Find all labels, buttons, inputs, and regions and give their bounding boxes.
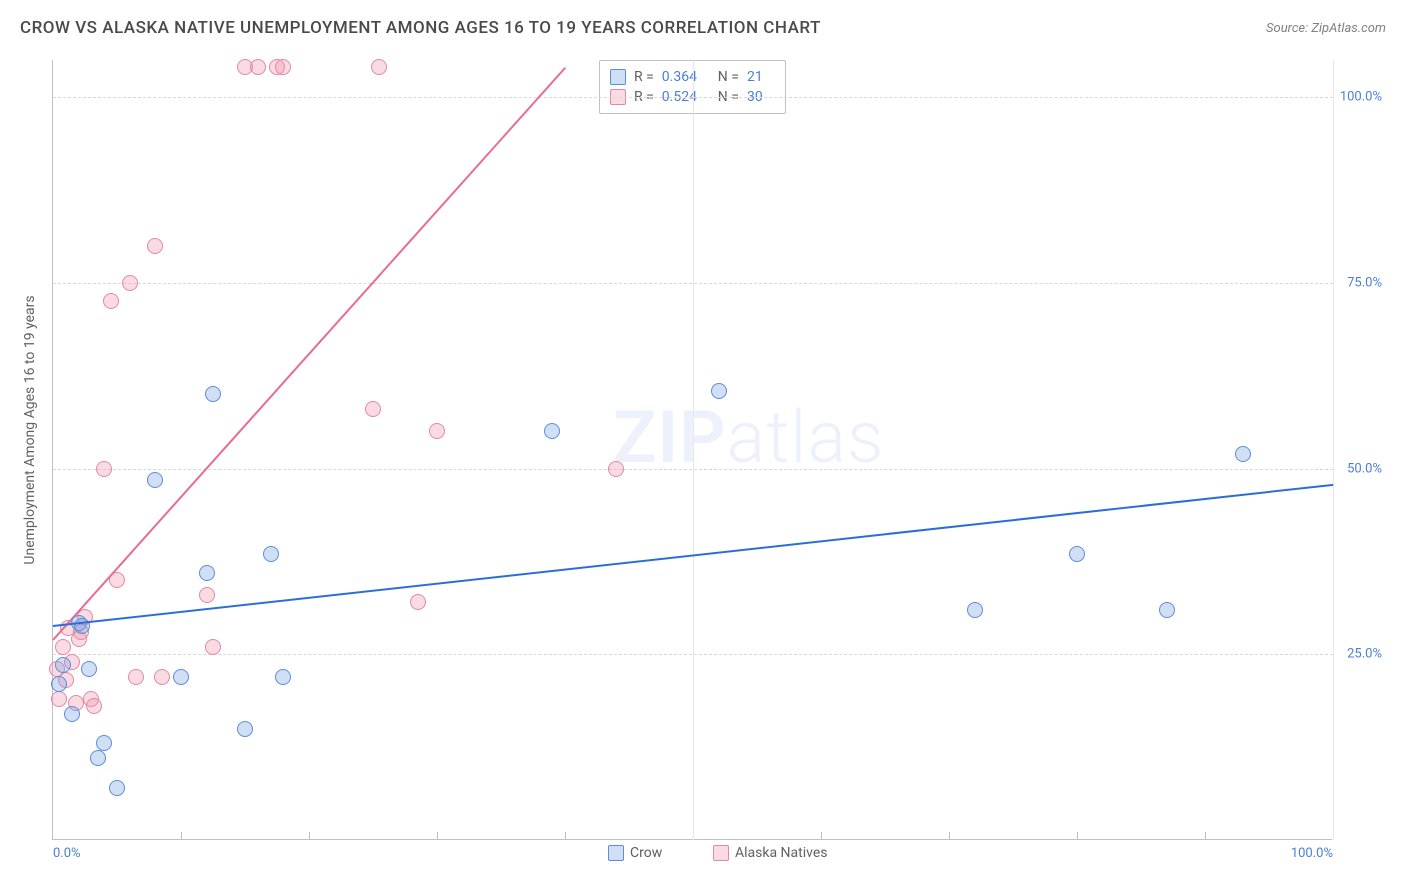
crow-point <box>263 546 279 562</box>
crow-point <box>544 423 560 439</box>
ytick-label: 100.0% <box>1332 90 1382 105</box>
legend-ak-label: Alaska Natives <box>735 845 828 861</box>
plot-region: ZIPatlas R = 0.364 N = 21 R = 0.524 N = … <box>52 60 1332 840</box>
xtick-label: 0.0% <box>53 846 81 861</box>
crow-point <box>205 386 221 402</box>
gridline-v-major <box>1333 60 1334 840</box>
watermark: ZIPatlas <box>613 395 885 480</box>
ak-swatch-icon <box>713 845 729 861</box>
legend-crow: Crow <box>608 845 662 861</box>
crow-point <box>64 706 80 722</box>
crow-point <box>1069 546 1085 562</box>
gridline-v <box>949 832 950 840</box>
crow-r-value: 0.364 <box>662 69 710 85</box>
ak-point <box>275 59 291 75</box>
crow-point <box>711 383 727 399</box>
crow-point <box>199 565 215 581</box>
crow-point <box>275 669 291 685</box>
r-label: R = <box>634 69 654 85</box>
legend-crow-label: Crow <box>630 845 662 861</box>
crow-swatch <box>610 69 626 85</box>
crow-swatch-icon <box>608 845 624 861</box>
gridline-v <box>1077 832 1078 840</box>
gridline-v <box>565 832 566 840</box>
gridline-v <box>1205 832 1206 840</box>
ak-point <box>365 401 381 417</box>
crow-point <box>173 669 189 685</box>
gridline-v <box>181 832 182 840</box>
chart-title: CROW VS ALASKA NATIVE UNEMPLOYMENT AMONG… <box>20 18 821 38</box>
crow-point <box>1159 602 1175 618</box>
ytick-label: 50.0% <box>1332 461 1382 476</box>
ak-point <box>55 639 71 655</box>
ak-point <box>122 275 138 291</box>
y-axis-label: Unemployment Among Ages 16 to 19 years <box>22 295 38 564</box>
crow-point <box>90 750 106 766</box>
ak-point <box>429 423 445 439</box>
n-label: N = <box>718 69 739 85</box>
ak-point <box>154 669 170 685</box>
chart-area: ZIPatlas R = 0.364 N = 21 R = 0.524 N = … <box>52 60 1382 860</box>
crow-point <box>55 657 71 673</box>
crow-point <box>1235 446 1251 462</box>
ak-point <box>205 639 221 655</box>
xtick-label: 100.0% <box>1291 846 1333 861</box>
crow-point <box>967 602 983 618</box>
gridline-v-major <box>693 60 694 840</box>
ak-point <box>86 698 102 714</box>
ak-point <box>371 59 387 75</box>
ak-point <box>410 594 426 610</box>
crow-n-value: 21 <box>747 69 775 85</box>
ytick-label: 25.0% <box>1332 647 1382 662</box>
ak-point <box>51 691 67 707</box>
ak-point <box>250 59 266 75</box>
crow-point <box>96 735 112 751</box>
ak-point <box>103 293 119 309</box>
crow-point <box>237 721 253 737</box>
crow-point <box>51 676 67 692</box>
gridline-v <box>821 832 822 840</box>
ak-trendline <box>52 68 565 641</box>
source-text: Source: ZipAtlas.com <box>1266 21 1386 36</box>
crow-point <box>81 661 97 677</box>
gridline-v <box>437 832 438 840</box>
ak-point <box>608 461 624 477</box>
ak-point <box>147 238 163 254</box>
crow-point <box>147 472 163 488</box>
ak-point <box>128 669 144 685</box>
ak-point <box>199 587 215 603</box>
gridline-v <box>309 832 310 840</box>
ak-point <box>96 461 112 477</box>
ytick-label: 75.0% <box>1332 275 1382 290</box>
legend-ak: Alaska Natives <box>713 845 828 861</box>
crow-point <box>109 780 125 796</box>
